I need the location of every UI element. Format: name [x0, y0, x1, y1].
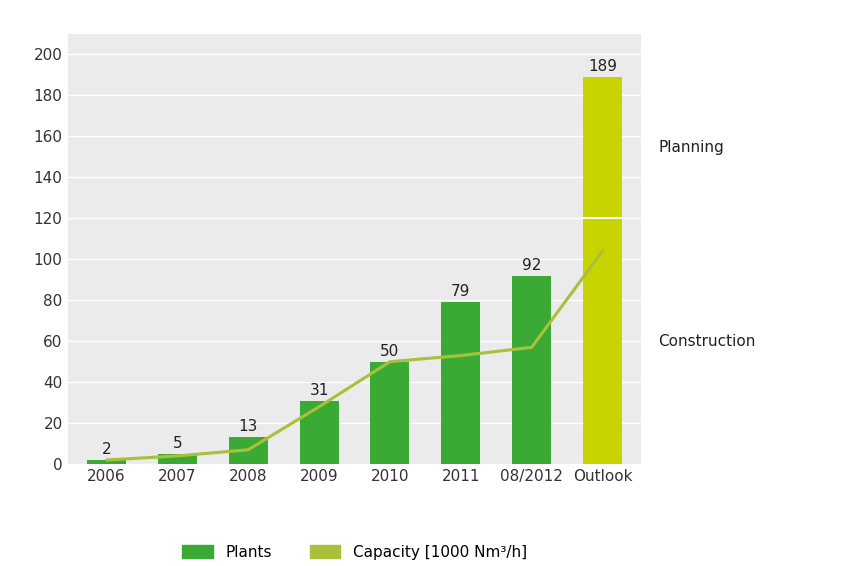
Bar [441, 302, 480, 464]
Text: 92: 92 [522, 258, 541, 273]
Bar [158, 454, 197, 464]
Text: 2: 2 [101, 442, 111, 457]
Text: 31: 31 [310, 383, 329, 397]
Text: 189: 189 [588, 59, 617, 74]
Text: 79: 79 [451, 284, 470, 299]
Bar [583, 77, 622, 464]
Text: Construction: Construction [658, 334, 755, 349]
Bar [229, 438, 268, 464]
Legend: Plants, Capacity [1000 Nm³/h]: Plants, Capacity [1000 Nm³/h] [176, 538, 533, 566]
Bar [371, 362, 409, 464]
Bar [87, 460, 126, 464]
Text: 50: 50 [381, 344, 399, 359]
Bar [300, 401, 338, 464]
Text: Planning: Planning [658, 140, 724, 155]
Bar [512, 276, 551, 464]
Text: 5: 5 [172, 436, 182, 451]
Text: 13: 13 [239, 419, 258, 435]
